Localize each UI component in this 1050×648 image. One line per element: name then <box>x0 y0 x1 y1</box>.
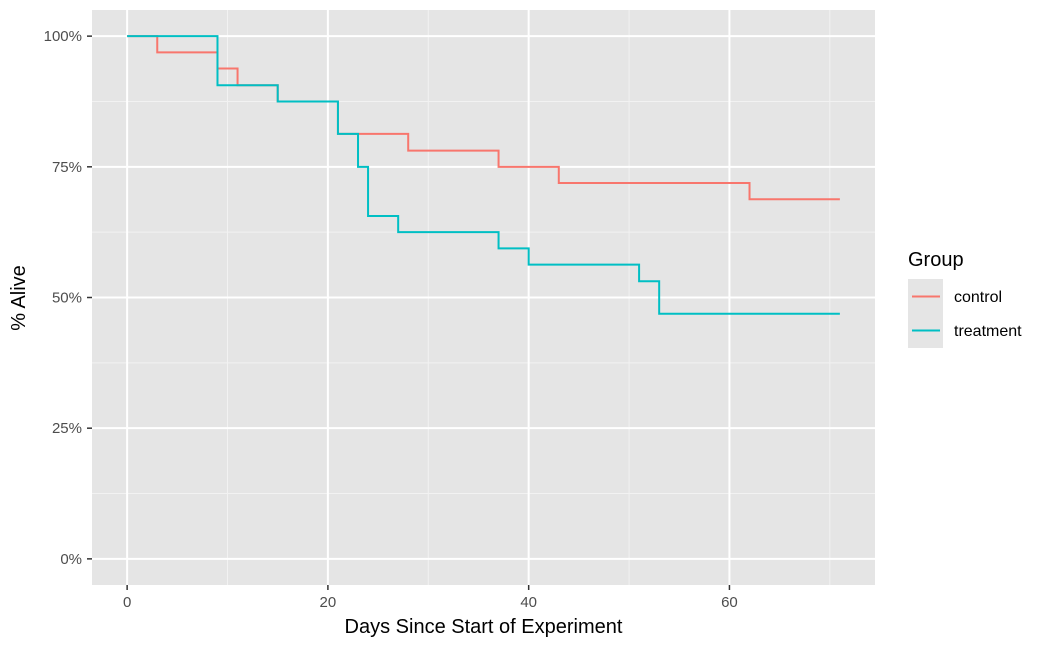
x-tick-label: 20 <box>320 594 337 611</box>
x-axis-title: Days Since Start of Experiment <box>345 616 623 638</box>
legend-label-control: control <box>954 289 1002 306</box>
legend-label-treatment: treatment <box>954 323 1022 340</box>
legend-title: Group <box>908 249 964 271</box>
major-gridlines <box>92 10 875 585</box>
x-tick-label: 0 <box>123 594 131 611</box>
legend-key-background <box>908 279 943 348</box>
y-tick-label: 100% <box>44 28 82 45</box>
y-axis-title: % Alive <box>8 265 30 331</box>
y-tick-label: 75% <box>52 159 82 176</box>
x-tick-label: 40 <box>520 594 537 611</box>
y-tick-label: 25% <box>52 420 82 437</box>
series-line-treatment <box>127 35 840 315</box>
legend: Group control treatment <box>908 249 1022 348</box>
y-axis: 0% 25% 50% 75% 100% <box>44 28 92 568</box>
y-tick-label: 0% <box>60 551 82 568</box>
x-axis: 0 20 40 60 <box>123 585 738 611</box>
series-layer <box>127 35 840 315</box>
y-tick-label: 50% <box>52 290 82 307</box>
x-tick-label: 60 <box>721 594 738 611</box>
